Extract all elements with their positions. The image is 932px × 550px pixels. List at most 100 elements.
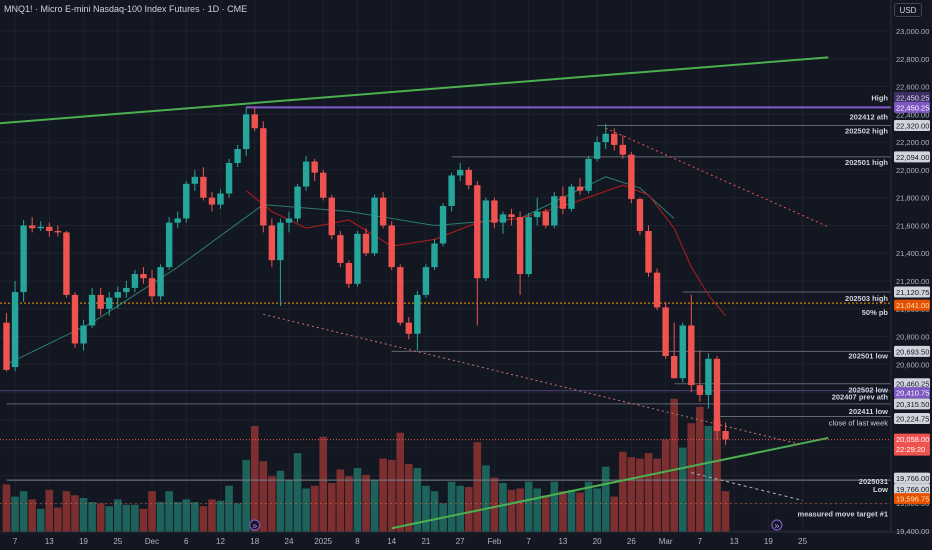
volume-bar	[482, 465, 490, 532]
time-tick-label: 6	[184, 537, 189, 546]
candle-body	[534, 211, 541, 218]
trendline	[691, 472, 803, 501]
time-tick-label: Mar	[659, 537, 673, 546]
volume-bar	[62, 491, 71, 532]
volume-bar	[36, 508, 45, 532]
candle-body	[337, 235, 344, 263]
volume-bar	[105, 506, 114, 532]
volume-bar	[610, 496, 619, 532]
level-label-ath: 202412 ath	[850, 112, 889, 121]
event-marker-label: »	[774, 521, 779, 531]
candle-body	[551, 196, 558, 226]
volume-bar	[319, 436, 328, 532]
candle-body	[499, 214, 507, 223]
volume-bar	[405, 464, 413, 532]
volume-bar	[619, 451, 627, 532]
volume-bar	[216, 500, 225, 532]
volume-bar	[396, 432, 405, 532]
volume-bar	[233, 503, 242, 532]
price-tag-target: 19,596.75	[896, 495, 929, 504]
current-price-tag-bg	[894, 433, 930, 456]
volume-bar	[54, 507, 62, 532]
candle-body	[208, 197, 216, 205]
candle-body	[611, 133, 618, 145]
price-tick-label: 21,800.00	[896, 194, 929, 203]
time-tick-label: 2025	[314, 537, 332, 546]
candle-body	[328, 197, 335, 236]
volume-bar	[327, 483, 336, 532]
candle-body	[345, 262, 353, 284]
volume-bar	[576, 492, 584, 532]
candle-body	[628, 154, 635, 200]
volume-bar	[71, 495, 79, 532]
candle-body	[277, 222, 284, 261]
candle-body	[379, 197, 387, 226]
price-tick-label: 22,800.00	[896, 55, 929, 64]
time-tick-labels: 7 13 19 25 Dec 6 12 18 24 2025 8 14 21 27 Feb 7 13 20 26 Ma…	[13, 537, 808, 546]
price-tag-prev-ath: 20,410.75	[896, 389, 929, 398]
volume-bar	[250, 425, 259, 532]
candles	[3, 107, 729, 445]
level-label: 202501 high	[845, 158, 888, 167]
event-marker-circle	[249, 519, 261, 531]
volume-bar	[593, 488, 601, 532]
candle-body	[679, 325, 686, 379]
candle-body	[285, 218, 293, 223]
candle-body	[11, 292, 19, 368]
volume-bar	[687, 423, 696, 532]
currency-button[interactable]: USD	[894, 3, 922, 17]
candle-body	[97, 294, 104, 309]
time-tick-label: 8	[355, 537, 360, 546]
time-tick-label: 12	[216, 537, 225, 546]
candle-body	[713, 358, 721, 431]
event-marker-label: »	[252, 521, 257, 531]
level-label: 202501 low	[848, 351, 888, 360]
volume-bar	[276, 470, 285, 532]
volume-bar	[713, 420, 721, 532]
volume-bar	[507, 489, 516, 532]
candle-body	[645, 231, 652, 273]
level-label: 202407 prev ath	[832, 393, 889, 402]
candle-body	[88, 294, 96, 326]
trendline	[605, 127, 829, 228]
candle-body	[80, 325, 87, 344]
price-tick-label: 22,200.00	[896, 138, 929, 147]
volume-bar	[11, 496, 19, 532]
volume-bar	[653, 458, 661, 532]
event-marker: »	[771, 519, 783, 531]
time-tick-label: 19	[79, 537, 88, 546]
candle-body	[482, 200, 490, 279]
candle-body	[191, 176, 199, 184]
volume-bar	[644, 453, 653, 532]
candle-body	[456, 169, 464, 176]
volume-bar	[413, 468, 422, 532]
volume-bar	[464, 487, 473, 532]
candle-body	[414, 294, 421, 334]
time-tick-label: Feb	[488, 537, 502, 546]
candle-body	[576, 186, 584, 191]
price-tick-label: 20,600.00	[896, 360, 929, 369]
volume-bar	[430, 491, 439, 532]
candle-body	[20, 225, 27, 293]
level-label-pullback: 50% pb	[862, 308, 889, 317]
level-label: 202503 high	[845, 294, 888, 303]
trendline	[0, 56, 829, 125]
volume-bar	[447, 481, 456, 532]
volume-bar	[208, 499, 216, 532]
volume-bar	[584, 481, 593, 532]
candle-body	[439, 206, 447, 244]
candle-body	[516, 217, 524, 275]
volume-bar	[139, 508, 148, 532]
candle-body	[140, 274, 147, 279]
candle-body	[294, 186, 301, 219]
volume-bar	[242, 459, 250, 532]
volume-bar	[516, 488, 524, 532]
candle-body	[636, 199, 644, 231]
price-tick-label: 22,000.00	[896, 166, 929, 175]
candle-body	[670, 356, 678, 379]
price-tag-bg	[894, 286, 930, 298]
candle-body	[705, 358, 712, 395]
price-tag-bg	[894, 378, 930, 390]
volume-bar	[550, 481, 559, 532]
